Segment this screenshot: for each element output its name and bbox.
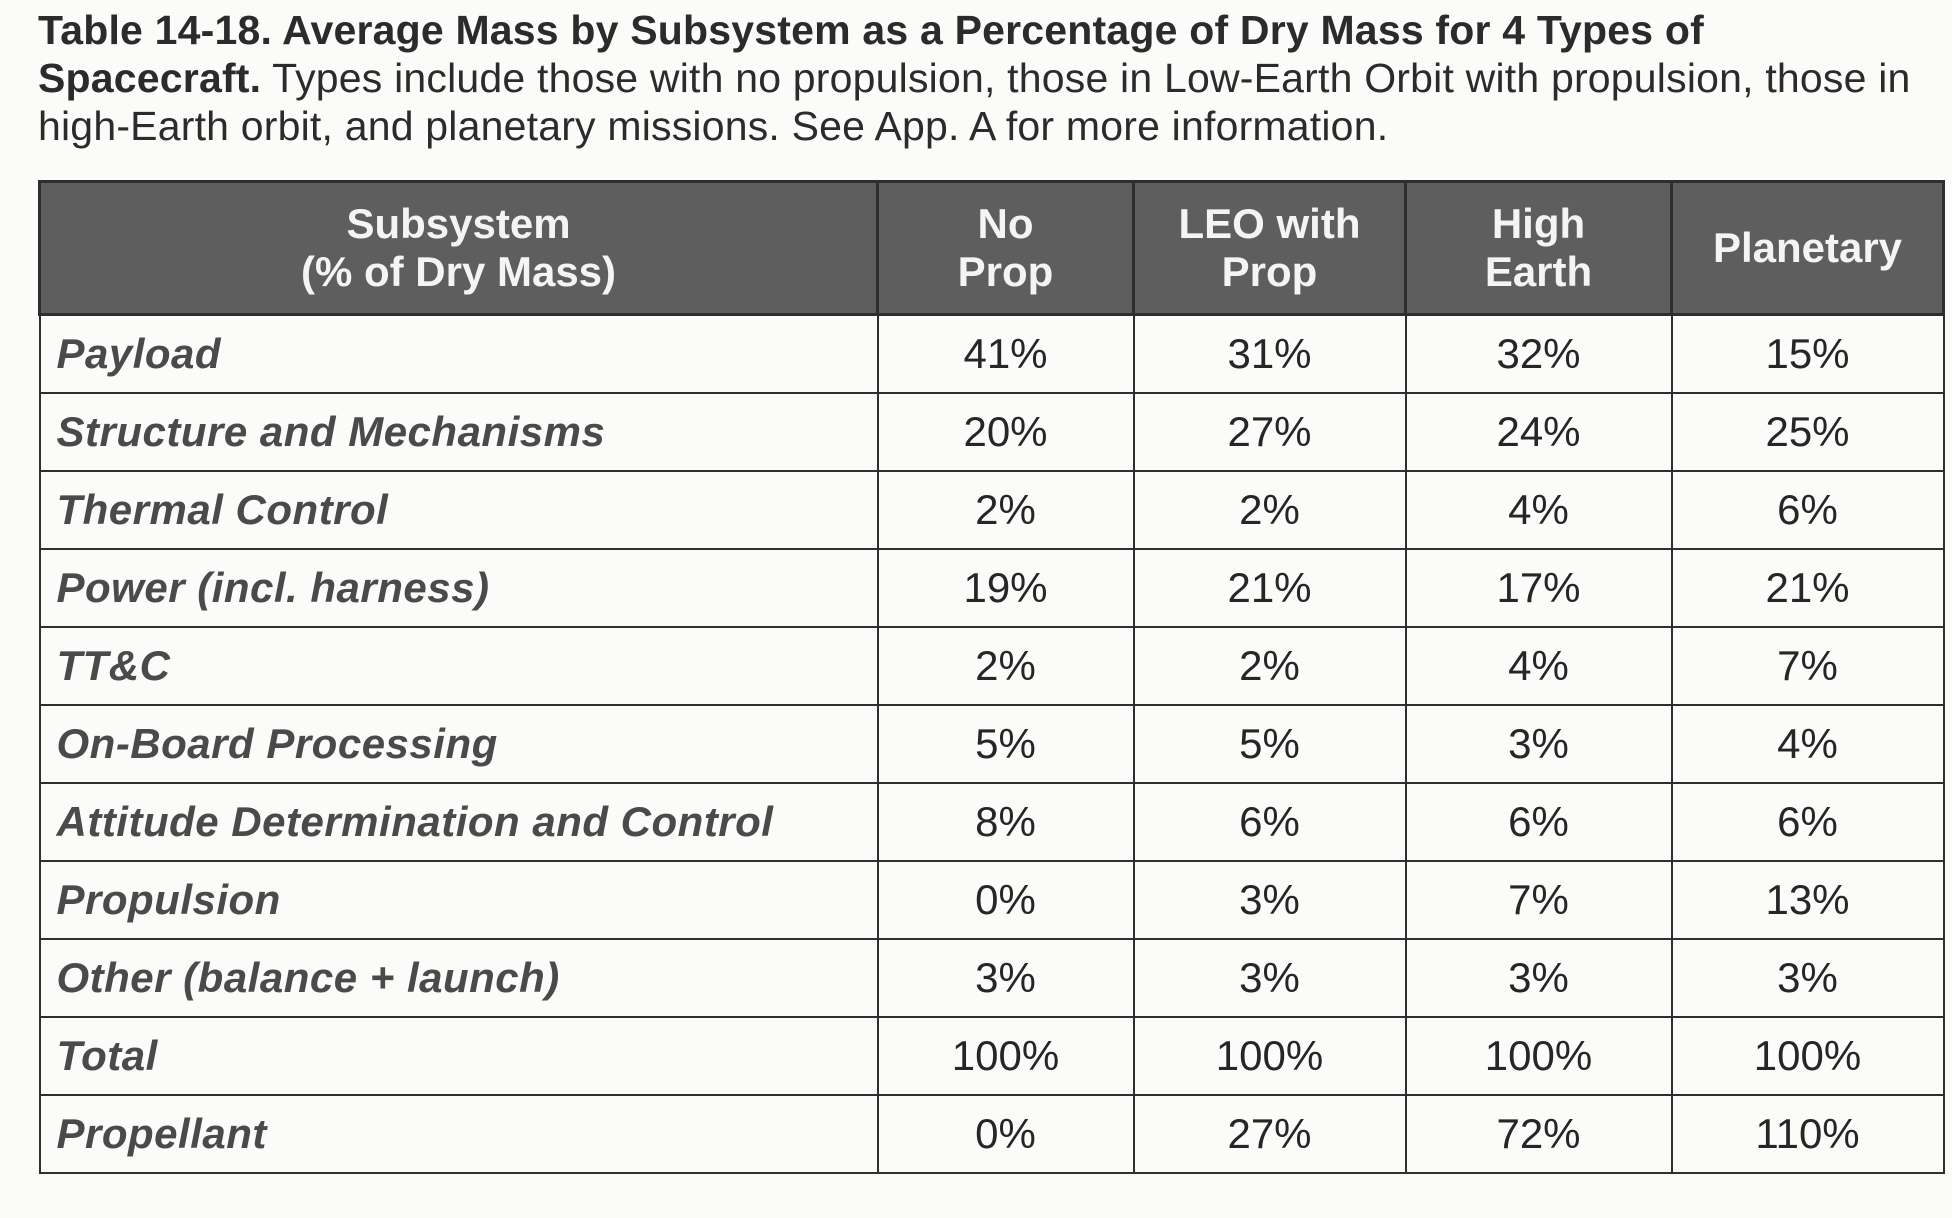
subsystem-label: Thermal Control [38,470,879,550]
percentage-cell: 5% [1132,704,1407,784]
header-text-line: No [977,200,1034,247]
table-row: Power (incl. harness) 19% 21% 17% 21% [38,548,1945,628]
table-row: Structure and Mechanisms 20% 27% 24% 25% [38,392,1945,472]
header-high-earth: High Earth [1404,180,1673,316]
table-row: Other (balance + launch) 3% 3% 3% 3% [38,938,1945,1018]
subsystem-label: TT&C [38,626,879,706]
percentage-cell: 20% [876,392,1135,472]
table-row: TT&C 2% 2% 4% 7% [38,626,1945,706]
header-text-line: Planetary [1712,224,1903,271]
percentage-cell: 31% [1132,313,1407,394]
caption-body: Types include those with no propulsion, … [38,55,1911,149]
percentage-cell: 3% [876,938,1135,1018]
percentage-cell: 3% [1132,938,1407,1018]
percentage-cell: 21% [1132,548,1407,628]
percentage-cell: 6% [1670,782,1945,862]
percentage-cell: 13% [1670,860,1945,940]
percentage-cell: 27% [1132,392,1407,472]
percentage-cell: 17% [1404,548,1673,628]
percentage-cell: 7% [1404,860,1673,940]
percentage-cell: 32% [1404,313,1673,394]
percentage-cell: 3% [1670,938,1945,1018]
percentage-cell: 8% [876,782,1135,862]
percentage-cell: 110% [1670,1094,1945,1174]
subsystem-label: Propulsion [38,860,879,940]
header-text-line: High [1491,200,1586,247]
header-text-line: Prop [1221,248,1318,295]
table-row: Propulsion 0% 3% 7% 13% [38,860,1945,940]
percentage-cell: 7% [1670,626,1945,706]
percentage-cell: 0% [876,860,1135,940]
percentage-cell: 3% [1404,938,1673,1018]
percentage-cell: 6% [1132,782,1407,862]
table-row: Attitude Determination and Control 8% 6% 6%… [38,782,1945,862]
header-text-line: Prop [957,248,1054,295]
percentage-cell: 4% [1404,470,1673,550]
subsystem-label: Structure and Mechanisms [38,392,879,472]
percentage-cell: 100% [1132,1016,1407,1096]
percentage-cell: 19% [876,548,1135,628]
subsystem-label: Total [38,1016,879,1096]
percentage-cell: 24% [1404,392,1673,472]
table-body: Payload 41% 31% 32% 15% Structure and Mechani… [38,313,1945,1174]
header-text-line: Earth [1484,248,1593,295]
percentage-cell: 6% [1404,782,1673,862]
percentage-cell: 100% [876,1016,1135,1096]
percentage-cell: 27% [1132,1094,1407,1174]
percentage-cell: 0% [876,1094,1135,1174]
percentage-cell: 4% [1404,626,1673,706]
subsystem-label: Propellant [38,1094,879,1174]
percentage-cell: 6% [1670,470,1945,550]
subsystem-label: Payload [38,313,879,394]
percentage-cell: 2% [1132,470,1407,550]
subsystem-label: On-Board Processing [38,704,879,784]
subsystem-label: Attitude Determination and Control [38,782,879,862]
percentage-cell: 2% [876,470,1135,550]
table-header: Subsystem (% of Dry Mass) No Prop LEO with Pr… [38,180,1945,316]
header-leo-with-prop: LEO with Prop [1132,180,1407,316]
percentage-cell: 25% [1670,392,1945,472]
percentage-cell: 100% [1404,1016,1673,1096]
percentage-cell: 5% [876,704,1135,784]
header-subsystem: Subsystem (% of Dry Mass) [38,180,879,316]
percentage-cell: 3% [1404,704,1673,784]
mass-by-subsystem-table: Subsystem (% of Dry Mass) No Prop LEO with Pr… [38,180,1945,1174]
header-no-prop: No Prop [876,180,1135,316]
percentage-cell: 100% [1670,1016,1945,1096]
mass-table-container: Subsystem (% of Dry Mass) No Prop LEO with Pr… [38,180,1945,1174]
percentage-cell: 21% [1670,548,1945,628]
percentage-cell: 3% [1132,860,1407,940]
subsystem-label: Power (incl. harness) [38,548,879,628]
table-row: Thermal Control 2% 2% 4% 6% [38,470,1945,550]
table-row: Propellant 0% 27% 72% 110% [38,1094,1945,1174]
table-row: Total 100% 100% 100% 100% [38,1016,1945,1096]
header-planetary: Planetary [1670,180,1945,316]
caption-lead: Table 14-18. Average Mass by Subsystem a… [38,7,1704,101]
percentage-cell: 72% [1404,1094,1673,1174]
percentage-cell: 41% [876,313,1135,394]
table-row: Payload 41% 31% 32% 15% [38,313,1945,394]
percentage-cell: 4% [1670,704,1945,784]
percentage-cell: 2% [1132,626,1407,706]
table-caption: Table 14-18. Average Mass by Subsystem a… [38,6,1938,150]
header-text-line: LEO with [1178,200,1361,247]
subsystem-label: Other (balance + launch) [38,938,879,1018]
percentage-cell: 15% [1670,313,1945,394]
header-text-line: (% of Dry Mass) [300,248,617,295]
header-row: Subsystem (% of Dry Mass) No Prop LEO with Pr… [38,180,1945,316]
table-row: On-Board Processing 5% 5% 3% 4% [38,704,1945,784]
percentage-cell: 2% [876,626,1135,706]
header-text-line: Subsystem [346,200,571,247]
